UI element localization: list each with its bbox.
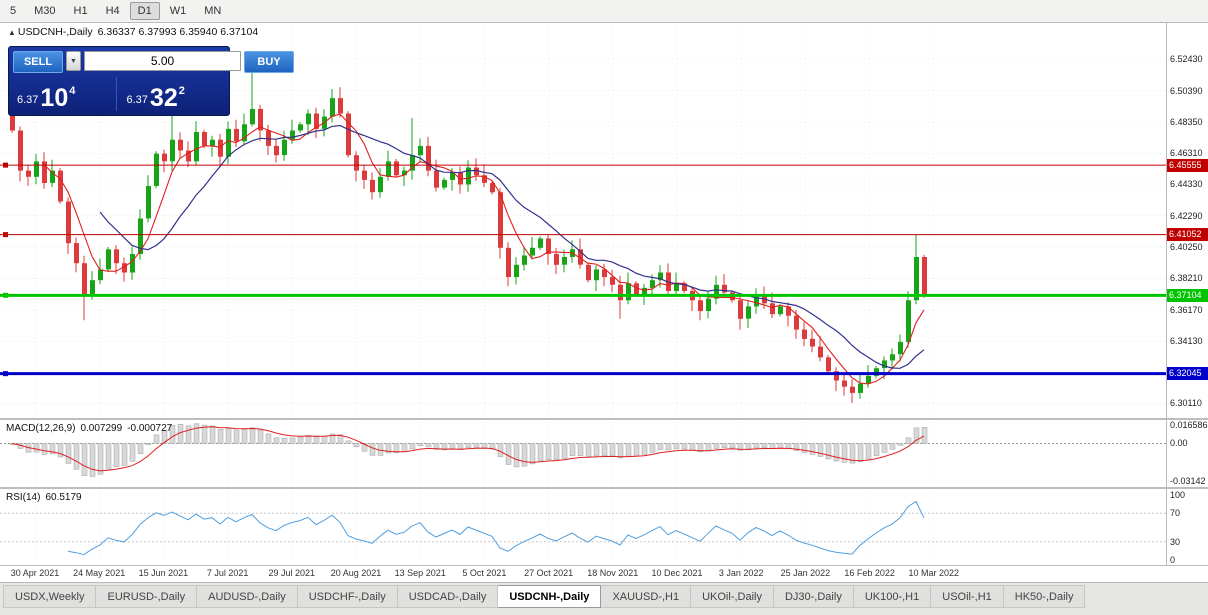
- chart-canvas[interactable]: [0, 0, 1166, 566]
- price-axis[interactable]: 6.45555 6.41052 6.37104 6.32045 6.52430 6.503…: [1166, 22, 1208, 566]
- date-axis-label: 24 May 2021: [73, 568, 126, 578]
- price-axis-label: 6.48350: [1170, 117, 1203, 127]
- pane-divider[interactable]: [0, 418, 1208, 420]
- chart-title: ▲ USDCNH-,Daily 6.36337 6.37993 6.35940 6.…: [8, 26, 263, 38]
- price-level-badge[interactable]: 6.41052: [1167, 228, 1208, 242]
- price-axis-label: 6.52430: [1170, 54, 1203, 65]
- rsi-label: RSI(14) 60.5179: [6, 492, 87, 503]
- chart-tab[interactable]: HK50-,Daily: [1003, 585, 1086, 608]
- date-axis-label: 30 Apr 2021: [10, 568, 60, 578]
- chart-symbol: USDCNH-,Daily: [17, 26, 93, 38]
- macd-axis-label: 0.00: [1170, 438, 1188, 449]
- timeframe-button-w1[interactable]: W1: [169, 5, 187, 17]
- chart-tab[interactable]: USDCAD-,Daily: [397, 585, 499, 608]
- grid-lines: [0, 22, 1166, 565]
- rsi-axis-label: 70: [1170, 508, 1181, 519]
- macd-axis-label: 0.016586: [1170, 420, 1208, 430]
- macd-signal-value: -0.000727: [127, 423, 173, 434]
- date-axis-label: 3 Jan 2022: [718, 568, 764, 578]
- date-axis-label: 25 Jan 2022: [780, 568, 831, 578]
- chart-tab[interactable]: UK100-,H1: [853, 585, 932, 608]
- price-axis-label: 6.44330: [1170, 179, 1203, 190]
- pane-divider[interactable]: [0, 487, 1208, 489]
- timeframe-toolbar: 5 M30 H1 H4 D1 W1 MN: [0, 0, 1208, 23]
- collapse-arrow-icon[interactable]: ▲: [8, 28, 16, 37]
- buy-button[interactable]: BUY: [244, 51, 294, 73]
- rsi-axis-label: 100: [1170, 490, 1186, 500]
- macd-value: 0.007299: [80, 423, 123, 434]
- date-axis-label: 29 Jul 2021: [268, 568, 316, 578]
- buy-price[interactable]: 6.37 32 2: [115, 77, 226, 112]
- price-axis-label: 6.42290: [1170, 210, 1203, 221]
- rsi-axis-label: 0: [1170, 555, 1176, 565]
- price-axis-label: 6.36170: [1170, 304, 1203, 315]
- timeframe-button-m30[interactable]: M30: [34, 5, 56, 17]
- volume-dropdown-icon[interactable]: ▼: [66, 51, 81, 71]
- timeframe-button-h1[interactable]: H1: [73, 5, 88, 17]
- chart-tab[interactable]: USDX,Weekly: [3, 585, 97, 608]
- moving-averages: [43, 113, 925, 385]
- chart-tab[interactable]: USOil-,H1: [931, 585, 1004, 608]
- chart-tab[interactable]: USDCHF-,Daily: [297, 585, 398, 608]
- one-click-trading-panel: SELL ▼ BUY 6.37 10 4 6.37 32 2: [8, 46, 294, 116]
- sell-price[interactable]: 6.37 10 4: [13, 77, 116, 111]
- price-level-badge[interactable]: 6.45555: [1167, 158, 1208, 172]
- sell-price-prefix: 6.37: [17, 94, 39, 106]
- price-axis-label: 6.40250: [1170, 242, 1203, 252]
- buy-price-point: 2: [178, 85, 185, 97]
- price-axis-label: 6.38210: [1170, 273, 1203, 284]
- price-level-lines[interactable]: [0, 162, 1166, 377]
- macd-axis-label: -0.03142: [1170, 476, 1206, 486]
- volume-input[interactable]: [84, 51, 241, 71]
- timeframe-button-mn[interactable]: MN: [204, 5, 222, 17]
- price-level-badge[interactable]: 6.32045: [1167, 367, 1208, 381]
- date-axis-label: 20 Aug 2021: [330, 568, 382, 578]
- date-axis-label: 13 Sep 2021: [394, 568, 446, 578]
- date-axis-label: 10 Mar 2022: [908, 568, 960, 578]
- date-axis-label: 27 Oct 2021: [524, 568, 574, 578]
- timeframe-button-h4[interactable]: H4: [105, 5, 120, 17]
- date-axis-label: 7 Jul 2021: [206, 568, 249, 578]
- date-axis-label: 5 Oct 2021: [462, 568, 507, 578]
- sell-button[interactable]: SELL: [13, 51, 63, 73]
- price-axis-label: 6.30110: [1170, 398, 1202, 409]
- time-axis[interactable]: 30 Apr 2021 24 May 2021 15 Jun 2021 7 Jul 2…: [0, 566, 1166, 582]
- macd-name: MACD(12,26,9): [6, 423, 76, 434]
- macd-label: MACD(12,26,9) 0.007299 -0.000727: [6, 423, 177, 434]
- price-axis-label: 6.34130: [1170, 336, 1203, 347]
- sell-price-pips: 10: [40, 84, 69, 112]
- pane-divider: [0, 565, 1208, 566]
- rsi-name: RSI(14): [6, 492, 41, 503]
- macd-signal-line: [11, 426, 925, 472]
- date-axis-label: 15 Jun 2021: [138, 568, 189, 578]
- chart-tab[interactable]: XAUUSD-,H1: [601, 585, 692, 608]
- chart-tab[interactable]: EURUSD-,Daily: [96, 585, 198, 608]
- rsi-line: [67, 500, 925, 556]
- timeframe-button-5[interactable]: 5: [10, 5, 17, 17]
- price-level-badge[interactable]: 6.37104: [1167, 288, 1208, 302]
- chart-tab-bar: USDX,Weekly EURUSD-,Daily AUDUSD-,Daily USD…: [0, 582, 1208, 615]
- date-axis-label: 18 Nov 2021: [587, 568, 639, 578]
- buy-price-prefix: 6.37: [126, 94, 148, 106]
- price-axis-label: 6.46310: [1170, 148, 1203, 159]
- rsi-axis-label: 30: [1170, 536, 1181, 547]
- chart-tab[interactable]: USDCNH-,Daily: [498, 585, 602, 608]
- chart-tab[interactable]: DJ30-,Daily: [773, 585, 854, 608]
- buy-price-pips: 32: [149, 84, 178, 112]
- date-axis-label: 10 Dec 2021: [651, 568, 703, 578]
- timeframe-button-d1[interactable]: D1: [129, 2, 160, 20]
- sell-price-point: 4: [69, 85, 76, 97]
- chart-tab[interactable]: AUDUSD-,Daily: [197, 585, 298, 608]
- price-axis-label: 6.50390: [1170, 85, 1203, 96]
- chart-tab[interactable]: UKOil-,Daily: [691, 585, 774, 608]
- rsi-value: 60.5179: [45, 492, 82, 503]
- chart-ohlc-values: 6.36337 6.37993 6.35940 6.37104: [97, 26, 259, 38]
- date-axis-label: 16 Feb 2022: [844, 568, 895, 578]
- macd-histogram: [9, 423, 928, 477]
